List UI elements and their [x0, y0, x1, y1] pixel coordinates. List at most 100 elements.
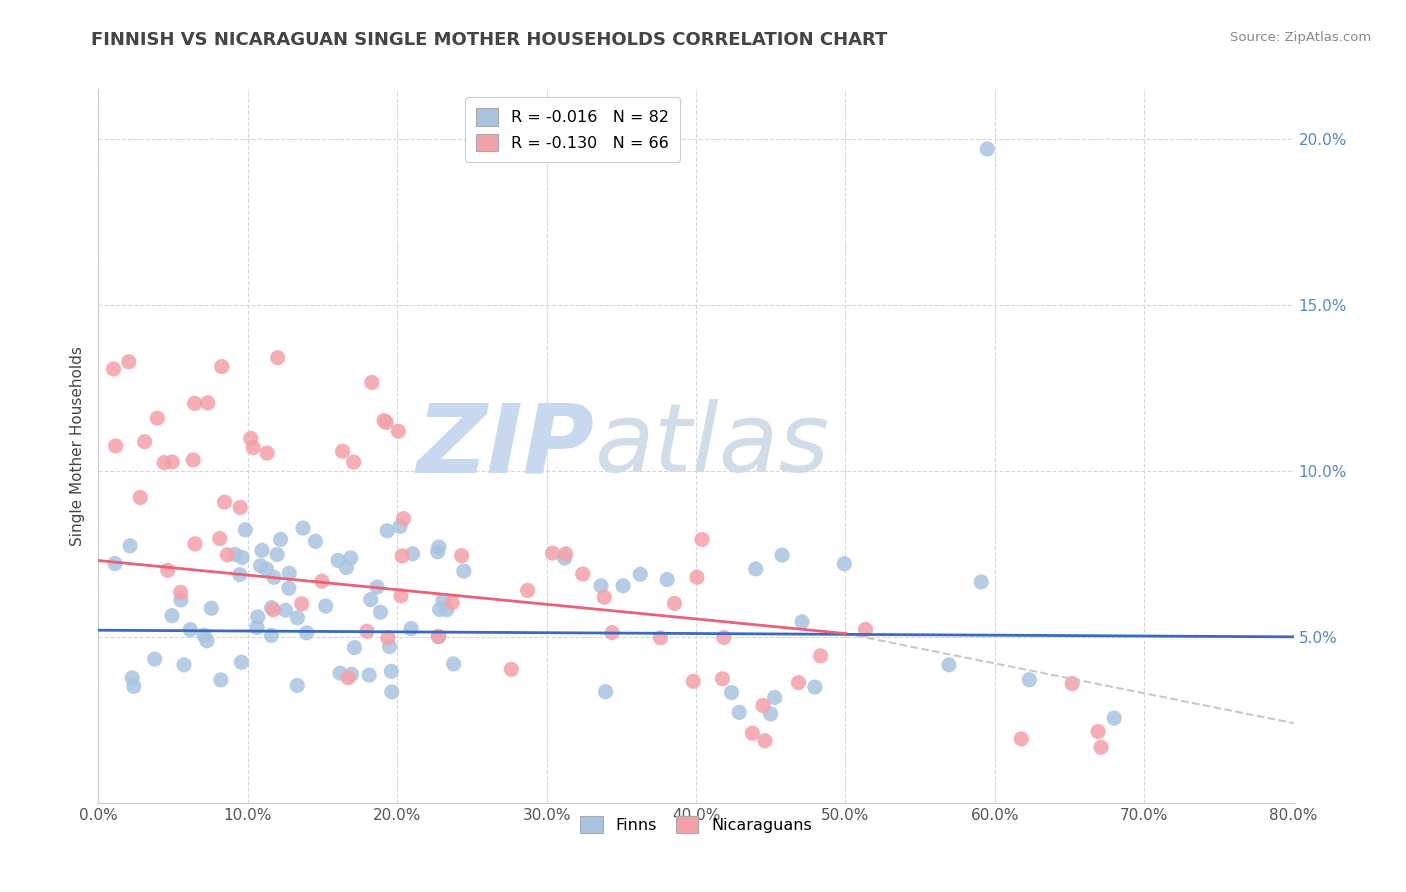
Point [855, 623, 877, 637]
Text: atlas: atlas [595, 400, 830, 492]
Point [267, 351, 290, 365]
Point [686, 570, 709, 584]
Point [375, 416, 398, 430]
Point [287, 611, 309, 625]
Point [427, 540, 450, 554]
Point [208, 532, 231, 546]
Point [211, 359, 233, 374]
Point [426, 545, 449, 559]
Point [375, 524, 398, 538]
Point [593, 591, 616, 605]
Point [129, 491, 152, 505]
Point [326, 553, 349, 567]
Point [239, 431, 262, 445]
Point [427, 629, 450, 643]
Point [976, 142, 998, 156]
Point [183, 396, 205, 410]
Point [260, 600, 283, 615]
Point [655, 573, 678, 587]
Point [432, 593, 454, 607]
Point [360, 592, 382, 607]
Point [389, 519, 412, 533]
Point [311, 574, 333, 589]
Point [804, 680, 827, 694]
Point [246, 620, 269, 634]
Point [170, 593, 193, 607]
Point [436, 603, 458, 617]
Point [339, 551, 361, 566]
Point [600, 625, 623, 640]
Text: ZIP: ZIP [416, 400, 595, 492]
Point [741, 726, 763, 740]
Point [143, 652, 166, 666]
Point [246, 610, 269, 624]
Point [664, 596, 686, 610]
Point [153, 456, 176, 470]
Point [770, 548, 793, 562]
Point [233, 523, 256, 537]
Point [184, 537, 207, 551]
Point [200, 601, 222, 615]
Point [595, 685, 617, 699]
Point [373, 414, 395, 428]
Point [682, 674, 704, 689]
Point [278, 566, 301, 581]
Point [744, 562, 766, 576]
Point [360, 376, 382, 390]
Point [329, 666, 352, 681]
Point [1018, 673, 1040, 687]
Point [214, 495, 236, 509]
Point [356, 624, 378, 639]
Point [450, 549, 472, 563]
Point [399, 622, 422, 636]
Point [121, 671, 143, 685]
Point [1087, 724, 1109, 739]
Point [332, 444, 354, 458]
Point [763, 690, 786, 705]
Point [335, 560, 357, 574]
Point [754, 733, 776, 747]
Point [1102, 711, 1125, 725]
Point [160, 455, 183, 469]
Point [209, 673, 232, 687]
Point [571, 567, 593, 582]
Point [231, 655, 253, 669]
Point [242, 441, 264, 455]
Point [713, 631, 735, 645]
Point [122, 680, 145, 694]
Legend: Finns, Nicaraguans: Finns, Nicaraguans [572, 808, 820, 841]
Point [285, 678, 308, 692]
Point [193, 628, 215, 642]
Point [295, 625, 318, 640]
Point [443, 657, 465, 671]
Point [541, 546, 564, 560]
Point [231, 550, 253, 565]
Point [1062, 676, 1084, 690]
Point [628, 567, 651, 582]
Point [274, 603, 297, 617]
Point [249, 558, 271, 573]
Point [790, 615, 813, 629]
Text: FINNISH VS NICARAGUAN SINGLE MOTHER HOUSEHOLDS CORRELATION CHART: FINNISH VS NICARAGUAN SINGLE MOTHER HOUS… [91, 31, 887, 49]
Point [380, 665, 402, 679]
Point [146, 411, 169, 425]
Point [179, 623, 201, 637]
Point [516, 583, 538, 598]
Point [224, 548, 246, 562]
Point [169, 585, 191, 599]
Point [260, 628, 283, 642]
Point [104, 557, 127, 571]
Point [160, 608, 183, 623]
Point [250, 543, 273, 558]
Y-axis label: Single Mother Households: Single Mother Households [69, 346, 84, 546]
Point [387, 424, 409, 438]
Point [366, 580, 388, 594]
Point [787, 675, 810, 690]
Point [810, 648, 832, 663]
Point [291, 521, 314, 535]
Point [401, 547, 423, 561]
Point [427, 630, 450, 644]
Point [834, 557, 856, 571]
Point [378, 640, 401, 654]
Point [938, 657, 960, 672]
